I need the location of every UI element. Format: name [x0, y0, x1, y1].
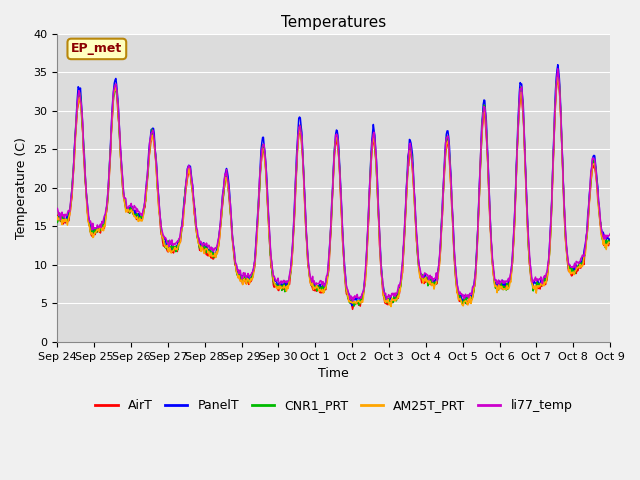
AirT	[205, 249, 213, 254]
PanelT	[418, 276, 426, 282]
AirT	[54, 213, 61, 218]
li77_temp	[54, 205, 61, 211]
AirT	[63, 219, 71, 225]
X-axis label: Time: Time	[318, 367, 349, 380]
AirT	[418, 280, 426, 286]
AM25T_PRT	[402, 209, 410, 215]
Y-axis label: Temperature (C): Temperature (C)	[15, 137, 28, 239]
Line: AirT: AirT	[58, 76, 610, 309]
CNR1_PRT	[350, 303, 358, 309]
CNR1_PRT	[120, 195, 128, 201]
li77_temp	[606, 231, 614, 237]
li77_temp	[205, 245, 213, 251]
PanelT	[205, 247, 213, 252]
CNR1_PRT	[205, 249, 213, 255]
AM25T_PRT	[54, 214, 61, 220]
AirT	[554, 73, 562, 79]
PanelT	[177, 234, 184, 240]
AM25T_PRT	[554, 74, 562, 80]
AirT	[349, 306, 356, 312]
PanelT	[402, 204, 410, 210]
PanelT	[554, 62, 562, 68]
CNR1_PRT	[54, 219, 61, 225]
CNR1_PRT	[554, 73, 562, 79]
Title: Temperatures: Temperatures	[281, 15, 387, 30]
AM25T_PRT	[205, 253, 213, 259]
li77_temp	[418, 274, 426, 280]
AM25T_PRT	[606, 240, 614, 245]
PanelT	[54, 216, 61, 221]
Text: EP_met: EP_met	[71, 42, 122, 55]
li77_temp	[349, 298, 356, 304]
Legend: AirT, PanelT, CNR1_PRT, AM25T_PRT, li77_temp: AirT, PanelT, CNR1_PRT, AM25T_PRT, li77_…	[90, 395, 577, 417]
Line: CNR1_PRT: CNR1_PRT	[58, 76, 610, 306]
li77_temp	[554, 66, 562, 72]
AirT	[402, 212, 410, 217]
li77_temp	[177, 230, 184, 236]
li77_temp	[63, 211, 71, 216]
AirT	[177, 240, 184, 245]
PanelT	[606, 237, 614, 242]
CNR1_PRT	[402, 207, 410, 213]
CNR1_PRT	[418, 271, 426, 277]
AM25T_PRT	[387, 304, 395, 310]
Line: AM25T_PRT: AM25T_PRT	[58, 77, 610, 307]
li77_temp	[402, 205, 410, 211]
CNR1_PRT	[177, 236, 184, 241]
AM25T_PRT	[418, 275, 426, 280]
AM25T_PRT	[120, 198, 128, 204]
CNR1_PRT	[63, 217, 71, 223]
AirT	[606, 236, 614, 242]
li77_temp	[120, 195, 128, 201]
PanelT	[348, 303, 356, 309]
Line: PanelT: PanelT	[58, 65, 610, 306]
AM25T_PRT	[177, 239, 184, 244]
AM25T_PRT	[63, 222, 71, 228]
PanelT	[63, 216, 71, 222]
PanelT	[120, 196, 128, 202]
AirT	[120, 197, 128, 203]
CNR1_PRT	[606, 240, 614, 245]
Line: li77_temp: li77_temp	[58, 69, 610, 301]
